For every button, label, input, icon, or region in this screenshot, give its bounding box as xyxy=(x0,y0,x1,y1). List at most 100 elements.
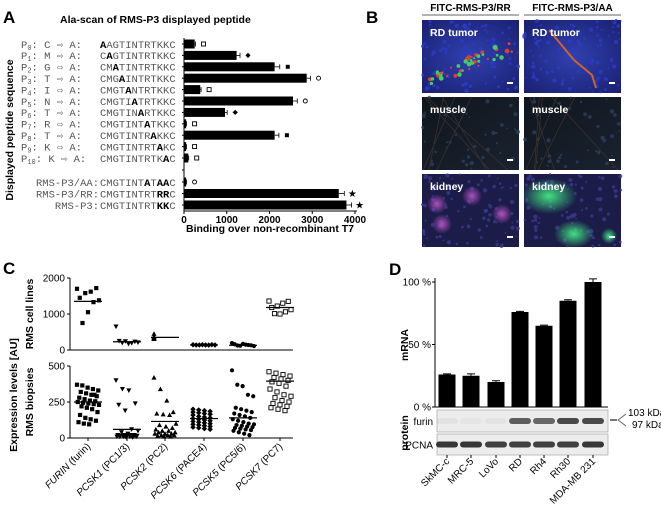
cell-nucleus xyxy=(589,27,594,32)
cell-nucleus xyxy=(506,127,509,130)
data-point xyxy=(76,420,81,425)
cell-nucleus xyxy=(474,43,477,46)
cell-nucleus xyxy=(435,85,440,89)
vessel-signal xyxy=(548,29,597,89)
cell-nucleus xyxy=(488,203,491,207)
cell-nucleus xyxy=(490,60,495,66)
cell-lines-subplot: 0 1000 2000 xyxy=(43,274,294,357)
protein-band xyxy=(582,441,604,448)
sequence-segment: CMGTINT xyxy=(100,178,144,190)
data-point xyxy=(274,389,280,395)
panel-c-ylabel: Expression levels [AU] xyxy=(8,338,20,452)
cell-nucleus xyxy=(534,235,539,240)
fluorescent-signal xyxy=(445,74,449,78)
cell-nucleus xyxy=(609,109,615,114)
cell-nucleus xyxy=(423,140,426,143)
cell-nucleus xyxy=(545,71,549,75)
data-point xyxy=(89,392,94,397)
cell-nucleus xyxy=(442,181,445,184)
position-label: P xyxy=(21,40,27,52)
mutated-residue: A xyxy=(157,142,164,154)
data-point xyxy=(190,406,196,412)
data-point xyxy=(165,432,171,438)
fluorescent-signal xyxy=(469,59,473,62)
cell-nucleus xyxy=(455,242,459,246)
y-tick-label: 0 % xyxy=(414,403,431,414)
cell-nucleus xyxy=(513,112,518,117)
muscle-fiber xyxy=(423,96,490,171)
data-point xyxy=(271,374,277,381)
cell-nucleus xyxy=(571,48,576,53)
residue-change: : K xyxy=(36,154,61,166)
position-label: P xyxy=(21,97,27,109)
cell-nucleus xyxy=(447,44,451,47)
cell-nucleus xyxy=(567,57,572,61)
cell-nucleus xyxy=(442,39,447,44)
cell-nucleus xyxy=(594,79,599,83)
cell-nucleus xyxy=(491,37,496,42)
significance-open-circle-icon xyxy=(192,179,198,185)
micrograph-RD-tumor-aa: RD tumor xyxy=(522,18,622,94)
cell-nucleus xyxy=(438,177,442,180)
bar xyxy=(535,325,553,407)
cell-nucleus xyxy=(460,83,465,87)
sequence-segment: CMGTIN xyxy=(100,108,138,120)
tissue-label: muscle xyxy=(430,104,466,116)
mutated-residue: A xyxy=(150,131,157,143)
cell-nucleus xyxy=(468,35,472,39)
cell-nucleus xyxy=(596,76,600,80)
cell-nucleus xyxy=(607,34,610,37)
cell-nucleus xyxy=(590,58,595,63)
bar xyxy=(184,189,339,198)
cell-nucleus xyxy=(496,240,499,243)
data-point xyxy=(90,386,96,392)
mutation-label: P5: N ⇨ A: xyxy=(21,97,82,110)
western-blot-furin: furin xyxy=(414,409,609,433)
cell-nucleus xyxy=(618,240,622,244)
panel-c: C Expression levels [AU] RMS cell lines … xyxy=(3,259,294,502)
cell-nucleus xyxy=(446,185,451,190)
position-index: 3 xyxy=(27,79,31,87)
cell-nucleus xyxy=(540,24,543,27)
cell-nucleus xyxy=(522,34,527,39)
cell-nucleus xyxy=(423,233,426,236)
cell-nucleus xyxy=(499,244,504,248)
cell-nucleus xyxy=(517,67,520,70)
mutation-label: P4: I ⇨ A: xyxy=(21,85,82,98)
data-point xyxy=(207,417,213,424)
data-point xyxy=(154,411,160,416)
residue-change: : R xyxy=(32,120,57,132)
muscle-fiber xyxy=(551,96,619,171)
cell-nucleus xyxy=(450,197,453,201)
residue-change: : M xyxy=(32,51,57,63)
protein-band xyxy=(533,418,555,424)
fluorescent-signal xyxy=(467,55,471,59)
data-point xyxy=(190,424,196,430)
cell-nucleus xyxy=(495,142,498,145)
cell-nucleus xyxy=(611,185,616,189)
fluorescent-signal xyxy=(457,72,462,77)
significance-open-square-icon xyxy=(192,121,198,127)
data-point xyxy=(195,419,202,425)
cell-nucleus xyxy=(484,133,487,136)
cell-nucleus xyxy=(508,57,512,60)
cell-nucleus xyxy=(531,61,535,65)
cell-nucleus xyxy=(509,103,513,108)
arrow-icon: ⇨ xyxy=(57,131,64,143)
data-point xyxy=(88,289,93,294)
position-label: P xyxy=(21,108,27,120)
position-index: 0 xyxy=(27,45,31,53)
sequence-segment: C xyxy=(169,154,175,166)
sequence-segment: NTRTKKC xyxy=(132,85,176,97)
data-point xyxy=(201,425,208,432)
data-point xyxy=(122,408,128,414)
fluorescent-signal xyxy=(495,53,499,57)
micrograph-muscle-rr: muscle xyxy=(421,95,521,171)
cell-nucleus xyxy=(612,165,615,168)
cell-nucleus xyxy=(598,207,603,212)
data-point xyxy=(201,407,208,414)
arrow-icon: ⇨ xyxy=(57,142,64,154)
micrograph-muscle-aa: muscle xyxy=(523,96,621,171)
bar xyxy=(184,142,187,152)
significance-star-icon: ★ xyxy=(355,201,364,212)
